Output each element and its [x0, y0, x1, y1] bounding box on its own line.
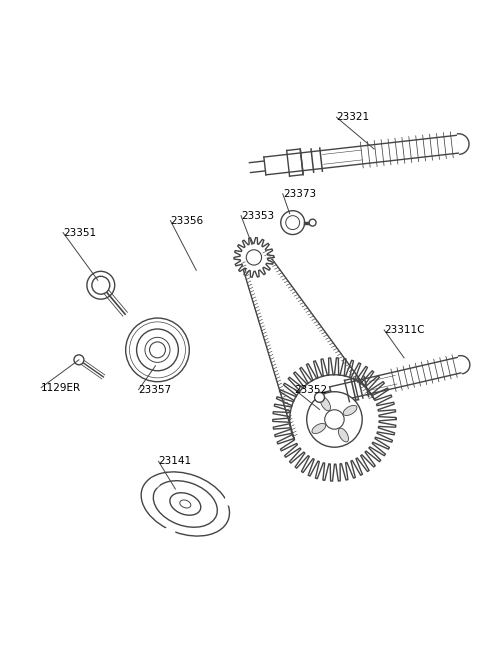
- Polygon shape: [330, 357, 463, 402]
- Circle shape: [246, 250, 262, 265]
- Circle shape: [314, 392, 324, 402]
- Ellipse shape: [170, 493, 201, 515]
- Text: 23373: 23373: [283, 189, 316, 198]
- Ellipse shape: [338, 428, 348, 442]
- Ellipse shape: [141, 472, 229, 536]
- Text: 23356: 23356: [170, 215, 204, 225]
- Circle shape: [225, 495, 235, 506]
- Text: 23352: 23352: [295, 384, 328, 395]
- Text: 1129ER: 1129ER: [41, 383, 81, 392]
- Circle shape: [149, 477, 160, 488]
- Text: 23311C: 23311C: [384, 325, 425, 335]
- Ellipse shape: [343, 405, 357, 415]
- Ellipse shape: [153, 481, 217, 527]
- Ellipse shape: [320, 397, 331, 411]
- Polygon shape: [240, 244, 374, 440]
- Circle shape: [281, 211, 305, 234]
- Circle shape: [87, 271, 115, 299]
- Polygon shape: [264, 135, 460, 175]
- Polygon shape: [459, 356, 470, 374]
- Polygon shape: [234, 238, 274, 277]
- Polygon shape: [457, 134, 469, 155]
- Circle shape: [325, 410, 344, 429]
- Text: 23357: 23357: [139, 384, 172, 395]
- Text: 23141: 23141: [158, 457, 192, 466]
- Text: 23351: 23351: [63, 227, 96, 238]
- Circle shape: [286, 215, 300, 229]
- Ellipse shape: [312, 423, 326, 434]
- Text: 23353: 23353: [241, 211, 274, 221]
- Ellipse shape: [180, 500, 191, 508]
- Polygon shape: [273, 358, 396, 481]
- Circle shape: [92, 276, 110, 294]
- Circle shape: [165, 526, 175, 537]
- Circle shape: [145, 337, 170, 362]
- Circle shape: [74, 355, 84, 365]
- Circle shape: [309, 219, 316, 226]
- Circle shape: [307, 392, 362, 447]
- Text: 23321: 23321: [336, 112, 370, 122]
- Circle shape: [126, 318, 189, 382]
- Circle shape: [150, 342, 166, 358]
- Circle shape: [137, 329, 179, 371]
